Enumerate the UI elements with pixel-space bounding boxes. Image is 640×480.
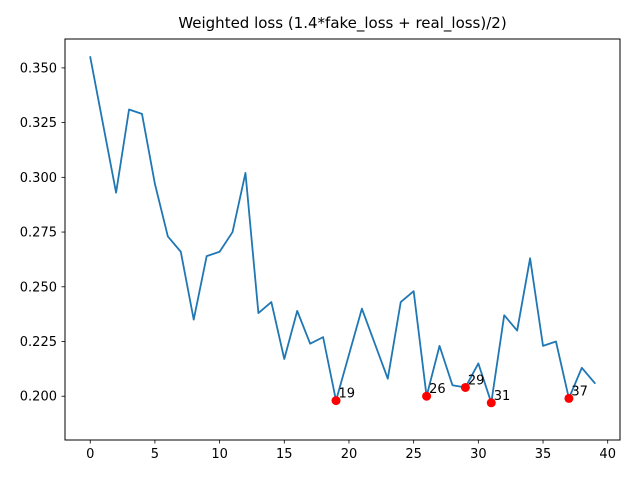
axes-spines [64, 38, 621, 441]
loss-line [89, 56, 596, 404]
y-tick-label: 0.200 [20, 390, 57, 405]
min-loss-annotation: 31 [494, 389, 511, 404]
y-tick-label: 0.225 [20, 335, 57, 350]
min-loss-marker [564, 393, 574, 403]
y-tick-label: 0.275 [20, 226, 57, 241]
x-tick-label: 40 [599, 447, 616, 462]
x-tick-label: 35 [535, 447, 552, 462]
x-tick-label: 30 [470, 447, 487, 462]
min-loss-annotation: 26 [429, 382, 446, 397]
min-loss-marker [331, 396, 341, 406]
x-tick-label: 15 [276, 447, 293, 462]
min-loss-annotation: 19 [339, 387, 356, 402]
x-tick-label: 0 [86, 447, 94, 462]
y-tick-label: 0.350 [20, 61, 57, 76]
min-loss-annotation: 37 [571, 384, 588, 399]
y-tick-label: 0.250 [20, 280, 57, 295]
x-tick-label: 25 [405, 447, 422, 462]
min-loss-marker [460, 382, 470, 392]
min-loss-marker [486, 398, 496, 408]
y-tick-label: 0.300 [20, 171, 57, 186]
chart-title: Weighted loss (1.4*fake_loss + real_loss… [178, 14, 507, 32]
x-tick-label: 20 [341, 447, 358, 462]
x-tick-label: 10 [211, 447, 228, 462]
min-loss-annotation: 29 [468, 373, 485, 388]
min-loss-marker [422, 391, 432, 401]
x-tick-label: 5 [151, 447, 159, 462]
y-tick-label: 0.325 [20, 116, 57, 131]
